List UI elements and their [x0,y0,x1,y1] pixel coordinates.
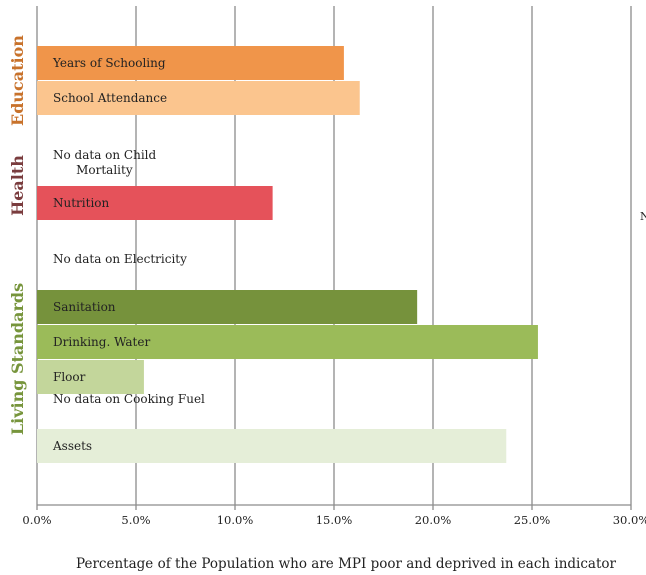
group-label: Education [8,35,27,126]
bar [37,290,418,324]
x-tick-label: 25.0% [514,513,551,527]
bar [37,429,507,463]
bar-label: Years of Schooling [52,56,166,70]
bar [37,81,360,115]
bar [37,46,344,80]
bar [37,360,144,394]
x-tick-label: 30.0% [613,513,646,527]
x-tick-label: 15.0% [316,513,353,527]
group-label: Health [8,155,27,216]
bar-label: Sanitation [53,300,116,314]
bar-label: School Attendance [53,91,167,105]
bar-label: Drinking. Water [53,335,150,349]
group-label: Living Standards [8,283,27,435]
group-labels: Education Health Living Standards [8,35,27,435]
x-tick-label: 5.0% [121,513,150,527]
x-axis-ticks: 0.0% 5.0% 10.0% 15.0% 20.0% 25.0% 30.0% [22,505,646,527]
x-axis-title: Percentage of the Population who are MPI… [76,556,617,572]
bar-label: Nutrition [53,196,110,210]
no-data-annotation: No data on Electricity [53,252,187,266]
x-tick-label: 20.0% [415,513,452,527]
clipped-edge-glyph: N [640,210,646,223]
x-tick-label: 0.0% [22,513,51,527]
no-data-annotation: No data on Cooking Fuel [53,392,205,406]
bar [37,325,538,359]
bar-label: Floor [53,370,86,384]
x-tick-label: 10.0% [217,513,254,527]
bar-label: Assets [52,439,92,453]
bar [37,186,273,220]
bars [37,46,538,463]
no-data-annotation: No data on Child Mortality [53,148,157,177]
bar-labels: Years of Schooling School Attendance No da… [52,56,205,453]
